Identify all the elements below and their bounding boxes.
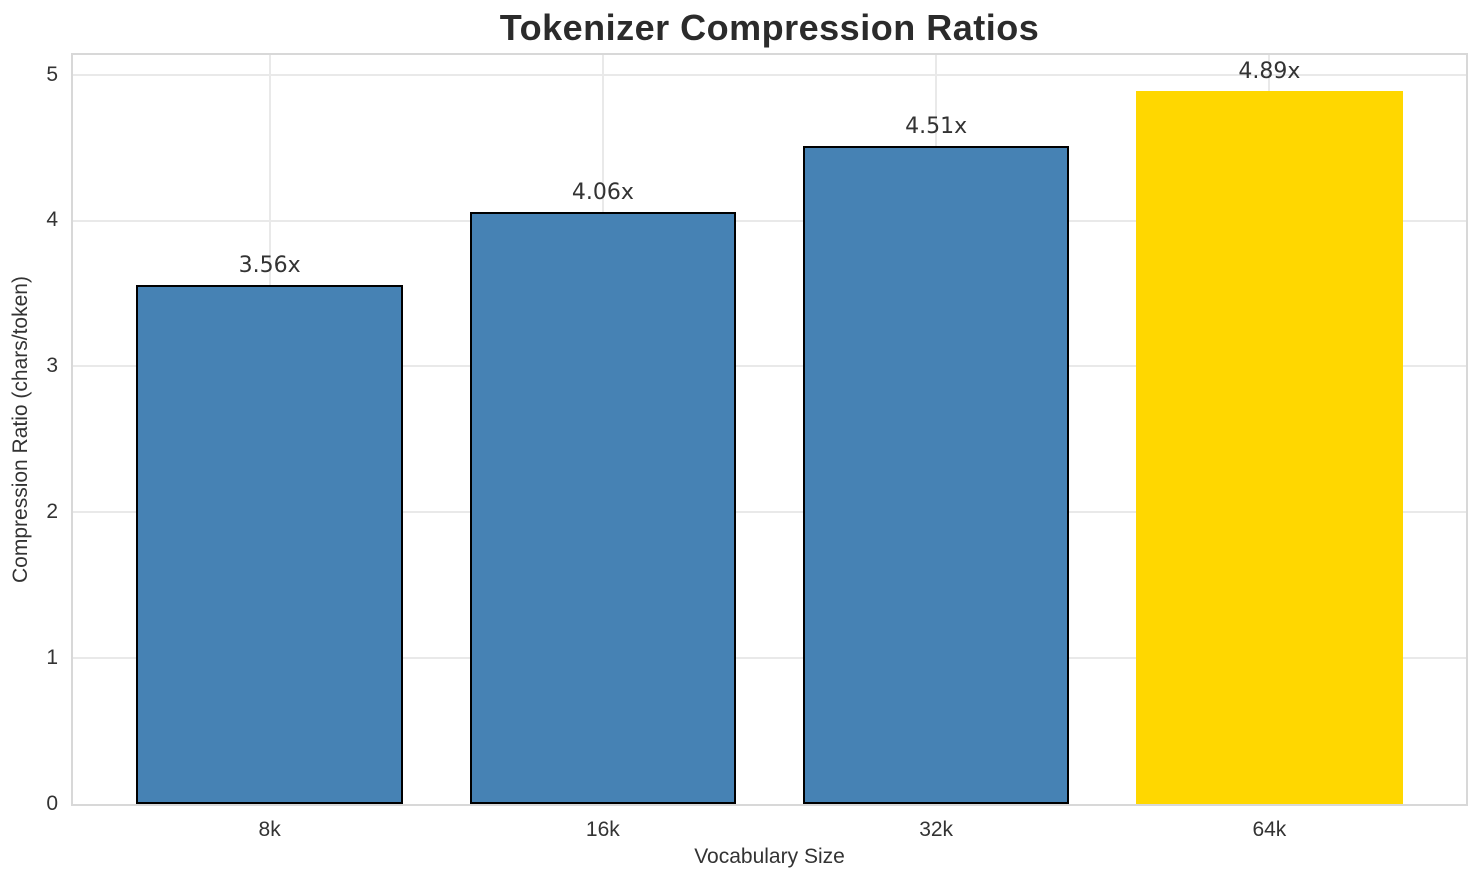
plot-area: 3.56x 4.06x 4.51x 4.89x <box>71 53 1468 806</box>
bar-value-label: 4.51x <box>905 114 968 140</box>
y-axis-label: Compression Ratio (chars/token) <box>9 276 32 583</box>
h-gridline <box>73 365 1466 368</box>
x-tick-label: 64k <box>1252 818 1287 841</box>
h-gridline <box>73 219 1466 222</box>
bar-value-label: 3.56x <box>238 252 301 278</box>
y-tick-label: 0 <box>46 792 58 815</box>
h-gridline <box>73 511 1466 514</box>
x-tick-label: 16k <box>585 818 620 841</box>
bar <box>136 284 403 804</box>
bar <box>802 146 1070 804</box>
y-tick-label: 1 <box>46 646 58 670</box>
y-tick-label: 5 <box>46 62 58 86</box>
bar <box>469 211 737 804</box>
x-axis-label: Vocabulary Size <box>694 845 845 868</box>
h-gridline <box>73 657 1466 660</box>
y-tick-label: 2 <box>46 500 58 524</box>
bar-value-label: 4.89x <box>1238 58 1301 84</box>
bar <box>1136 90 1403 804</box>
y-tick-label: 4 <box>46 208 58 232</box>
h-gridline <box>73 73 1466 76</box>
y-tick-label: 3 <box>46 354 58 378</box>
chart-title: Tokenizer Compression Ratios <box>499 7 1040 48</box>
x-tick-label: 32k <box>919 818 954 841</box>
x-tick-label: 8k <box>258 818 281 841</box>
bar-value-label: 4.06x <box>571 179 634 205</box>
